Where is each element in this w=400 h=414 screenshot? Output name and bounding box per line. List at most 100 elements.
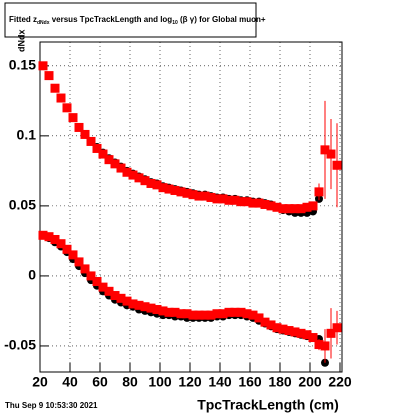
- marker: [230, 195, 240, 205]
- y-tick-label: 0.05: [9, 197, 36, 213]
- marker: [296, 204, 306, 214]
- marker: [170, 307, 180, 317]
- marker: [188, 190, 198, 200]
- marker: [278, 324, 288, 334]
- marker: [278, 204, 288, 214]
- marker: [290, 327, 300, 337]
- y-axis-label: dNdx: [16, 30, 26, 53]
- marker: [296, 328, 306, 338]
- marker: [272, 202, 282, 212]
- marker: [38, 61, 48, 71]
- marker: [116, 163, 126, 173]
- marker: [302, 330, 312, 340]
- marker: [260, 199, 270, 209]
- marker: [134, 173, 144, 183]
- x-tick-label: 180: [268, 374, 292, 390]
- footer-date: Thu Sep 9 10:53:30 2021: [5, 401, 98, 410]
- marker: [218, 309, 228, 319]
- marker: [140, 176, 150, 186]
- marker: [128, 170, 138, 180]
- marker: [74, 257, 84, 267]
- y-tick-label: 0.1: [17, 127, 37, 143]
- marker: [188, 310, 198, 320]
- marker: [314, 340, 324, 350]
- marker: [236, 197, 246, 207]
- marker: [212, 309, 222, 319]
- marker: [326, 328, 336, 338]
- marker: [290, 204, 300, 214]
- y-tick-label: -0.05: [4, 337, 36, 353]
- title-part: (β γ) for Global muon+: [178, 15, 266, 24]
- marker: [158, 183, 168, 193]
- marker: [320, 145, 330, 155]
- marker: [68, 113, 78, 123]
- marker: [284, 326, 294, 336]
- marker: [38, 230, 48, 240]
- marker: [260, 317, 270, 327]
- marker: [254, 313, 264, 323]
- marker: [308, 201, 318, 211]
- marker: [80, 129, 90, 139]
- marker: [302, 202, 312, 212]
- title-box: [4, 2, 257, 38]
- x-tick-label: 40: [62, 374, 78, 390]
- marker: [308, 333, 318, 343]
- marker: [86, 136, 96, 146]
- x-tick-label: 200: [298, 374, 322, 390]
- marker: [176, 309, 186, 319]
- marker: [56, 93, 66, 103]
- marker: [152, 180, 162, 190]
- marker: [68, 250, 78, 260]
- x-tick-label: 140: [208, 374, 232, 390]
- marker: [134, 300, 144, 310]
- x-tick-label: 80: [122, 374, 138, 390]
- marker: [128, 299, 138, 309]
- x-tick-label: 120: [178, 374, 202, 390]
- marker: [218, 194, 228, 204]
- marker: [182, 309, 192, 319]
- marker: [74, 122, 84, 132]
- marker: [332, 323, 342, 333]
- marker: [164, 184, 174, 194]
- marker: [176, 187, 186, 197]
- marker: [194, 191, 204, 201]
- marker: [254, 198, 264, 208]
- marker: [248, 198, 258, 208]
- marker: [110, 291, 120, 301]
- marker: [320, 341, 330, 351]
- marker: [80, 264, 90, 274]
- y-tick-label: 0.15: [9, 57, 36, 73]
- marker: [44, 71, 54, 81]
- x-tick-label: 20: [32, 374, 48, 390]
- chart-title: Fitted zdNdx versus TpcTrackLength and l…: [9, 15, 266, 26]
- title-part: Fitted z: [9, 15, 37, 24]
- marker: [206, 310, 216, 320]
- marker: [122, 296, 132, 306]
- marker: [104, 155, 114, 165]
- title-sub: dNdx: [37, 20, 50, 26]
- marker: [242, 309, 252, 319]
- marker: [200, 310, 210, 320]
- marker: [230, 307, 240, 317]
- marker: [272, 323, 282, 333]
- x-tick-label: 160: [238, 374, 262, 390]
- marker: [98, 282, 108, 292]
- marker: [122, 167, 132, 177]
- marker: [332, 160, 342, 170]
- marker: [266, 201, 276, 211]
- marker: [194, 310, 204, 320]
- marker: [50, 83, 60, 93]
- marker: [152, 305, 162, 315]
- marker: [98, 149, 108, 159]
- marker: [62, 103, 72, 113]
- marker: [62, 244, 72, 254]
- marker: [200, 191, 210, 201]
- marker: [116, 293, 126, 303]
- marker: [104, 286, 114, 296]
- marker: [248, 310, 258, 320]
- marker: [146, 178, 156, 188]
- x-axis-label: TpcTrackLength (cm): [197, 397, 339, 413]
- marker: [266, 320, 276, 330]
- marker: [140, 302, 150, 312]
